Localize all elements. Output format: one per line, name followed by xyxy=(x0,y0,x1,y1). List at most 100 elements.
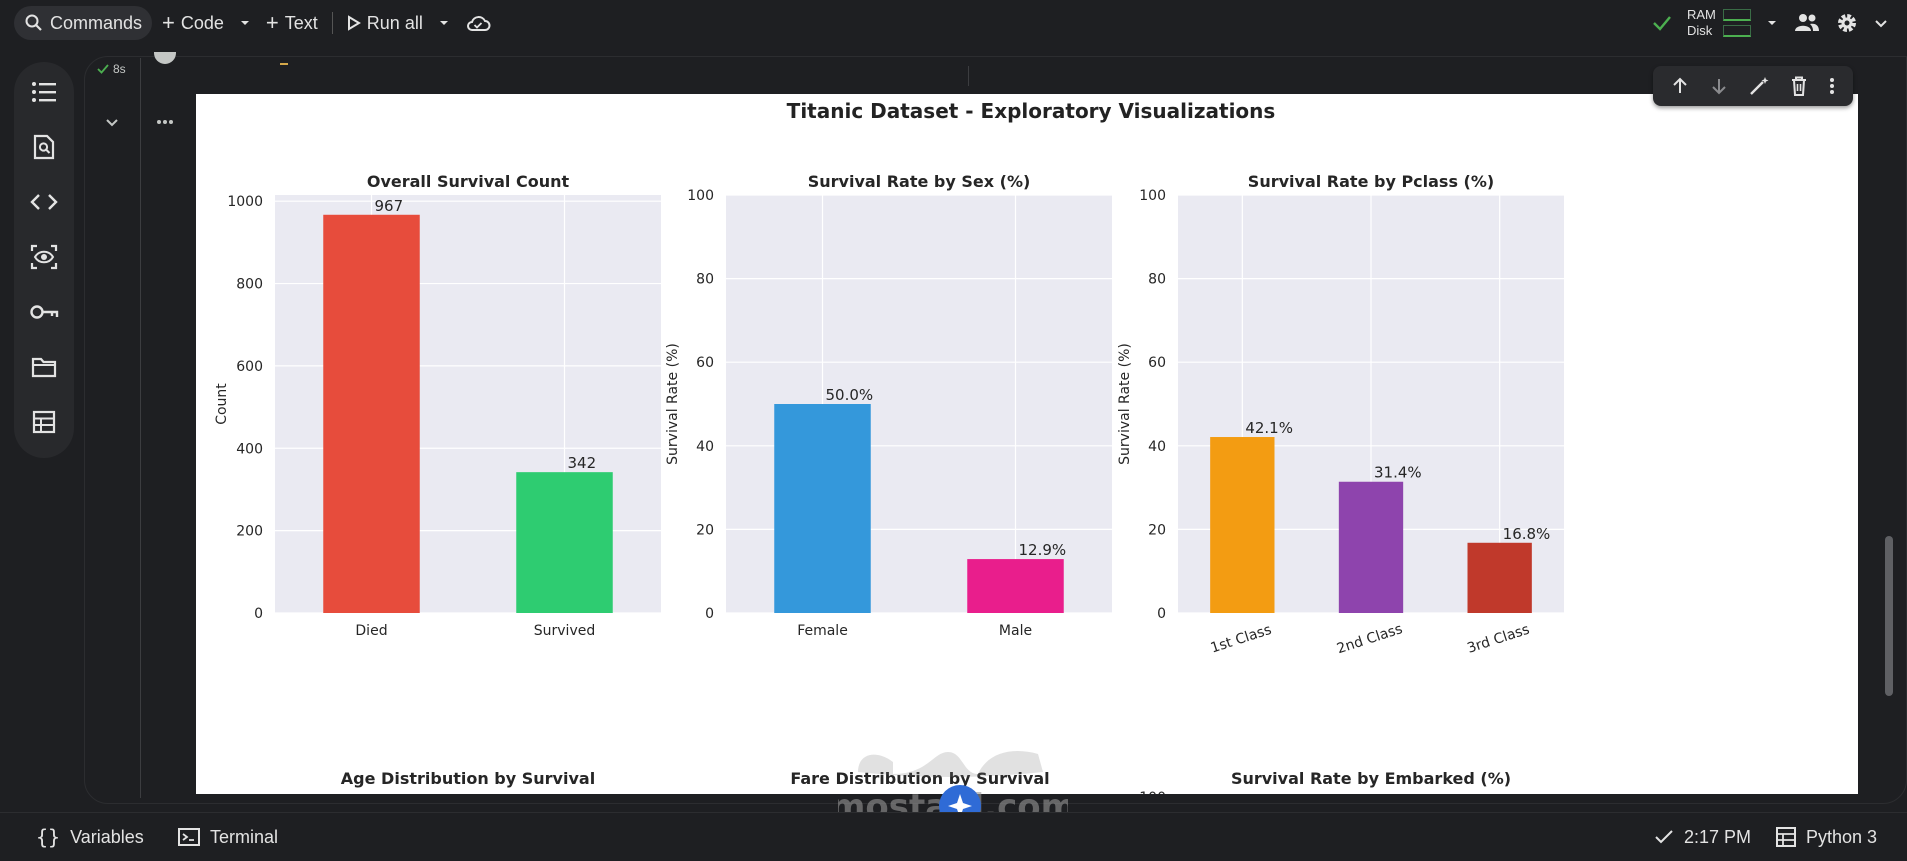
scrollbar-thumb[interactable] xyxy=(1885,536,1893,696)
resource-monitor[interactable]: RAM Disk xyxy=(1687,7,1751,39)
y-tick-label: 600 xyxy=(236,359,263,375)
y-tick-label: 40 xyxy=(696,439,714,455)
notebook-scrollbar[interactable] xyxy=(1882,56,1894,796)
chart-axes-2: 0 20 40 60 80 100 50.0% Female 12.9% Male Survival… xyxy=(665,172,1112,639)
bar-value-label: 42.1% xyxy=(1245,419,1293,437)
bar-value-label: 31.4% xyxy=(1374,464,1422,482)
edit-wand-icon[interactable] xyxy=(1748,75,1770,97)
variables-label: Variables xyxy=(70,826,144,847)
bar-value-label: 967 xyxy=(375,197,404,215)
search-icon xyxy=(25,14,42,31)
code-snippets-icon[interactable] xyxy=(28,186,60,218)
ram-meter xyxy=(1723,9,1751,21)
data-table-icon[interactable] xyxy=(28,406,60,438)
figure-suptitle: Titanic Dataset - Exploratory Visualizat… xyxy=(787,99,1276,123)
bar-value-label: 50.0% xyxy=(826,386,874,404)
drive-sync-button[interactable] xyxy=(455,6,501,40)
bar-value-label: 16.8% xyxy=(1503,525,1551,543)
y-tick-label: 80 xyxy=(696,272,714,288)
y-tick-label: 200 xyxy=(236,524,263,540)
check-icon xyxy=(1655,830,1673,844)
kernel-label: Python 3 xyxy=(1806,826,1878,847)
connected-check-icon xyxy=(1653,16,1671,31)
chart-title: Survival Rate by Sex (%) xyxy=(808,172,1031,191)
y-tick-label: 1000 xyxy=(227,194,263,210)
cell-header-divider xyxy=(968,66,969,86)
commands-label: Commands xyxy=(50,12,143,33)
check-icon xyxy=(97,64,109,74)
terminal-button[interactable]: Terminal xyxy=(178,827,278,848)
gear-icon[interactable] xyxy=(1835,11,1859,35)
find-in-file-icon[interactable] xyxy=(28,131,60,163)
collapse-chevron-icon[interactable] xyxy=(104,115,120,131)
variable-inspector-icon[interactable] xyxy=(28,241,60,273)
bar-died xyxy=(323,214,420,613)
status-time: 2:17 PM xyxy=(1684,826,1752,847)
y-tick-label: 100 xyxy=(1139,790,1166,794)
y-tick-label: 0 xyxy=(1157,606,1166,622)
x-tick-label: 2nd Class xyxy=(1335,621,1405,657)
bar-survived xyxy=(516,472,613,613)
commands-button[interactable]: Commands xyxy=(14,6,153,40)
files-folder-icon[interactable] xyxy=(28,351,60,383)
chevron-down-icon[interactable] xyxy=(1765,16,1779,30)
ram-label: RAM xyxy=(1687,7,1716,22)
runtime-button[interactable]: Python 3 xyxy=(1776,827,1877,848)
toolbar-divider xyxy=(331,12,333,34)
delete-trash-icon[interactable] xyxy=(1789,75,1809,97)
cell-gutter-line xyxy=(140,58,141,798)
top-toolbar: Commands + Code + Text Run all RAM Disk xyxy=(0,0,1907,46)
y-tick-label: 80 xyxy=(1148,272,1166,288)
run-all-button[interactable]: Run all xyxy=(337,6,433,40)
y-axis-label: Survival Rate (%) xyxy=(1117,343,1133,465)
share-people-icon[interactable] xyxy=(1793,12,1821,34)
y-tick-label: 100 xyxy=(1139,188,1166,204)
y-tick-label: 20 xyxy=(696,522,714,538)
y-tick-label: 0 xyxy=(705,606,714,622)
toolbar-right: RAM Disk xyxy=(1651,0,1907,46)
add-code-button[interactable]: + Code xyxy=(152,6,234,40)
last-run-status[interactable]: 2:17 PM xyxy=(1654,827,1751,848)
run-all-dropdown-button[interactable] xyxy=(433,6,455,40)
y-tick-label: 400 xyxy=(236,441,263,457)
chart-title-row2: Age Distribution by Survival xyxy=(341,769,595,788)
x-tick-label: 3rd Class xyxy=(1465,622,1531,657)
cell-header-fragment xyxy=(280,55,288,65)
y-tick-label: 20 xyxy=(1148,522,1166,538)
chart-axes-1: 0 200 400 600 800 1000 967 Died 342 Survived Overa… xyxy=(214,172,661,639)
more-dots-icon[interactable] xyxy=(155,118,175,126)
terminal-icon xyxy=(178,828,200,846)
bar-male xyxy=(967,559,1064,613)
x-tick-label: Survived xyxy=(534,623,595,639)
y-tick-label: 0 xyxy=(254,606,263,622)
terminal-label: Terminal xyxy=(210,826,279,847)
secrets-key-icon[interactable] xyxy=(28,296,60,328)
y-tick-label: 60 xyxy=(696,355,714,371)
bar-value-label: 342 xyxy=(568,454,597,472)
cloud-check-icon xyxy=(466,16,491,31)
y-tick-label: 40 xyxy=(1148,439,1166,455)
cell-status: 8s xyxy=(97,62,126,76)
plus-icon: + xyxy=(265,10,279,35)
table-of-contents-icon[interactable] xyxy=(28,76,60,108)
add-text-button[interactable]: + Text xyxy=(256,6,328,40)
move-up-icon[interactable] xyxy=(1670,76,1690,96)
code-dropdown-button[interactable] xyxy=(234,6,256,40)
bar-3rd-class xyxy=(1467,542,1532,613)
move-down-icon[interactable] xyxy=(1709,76,1729,96)
y-axis-label: Count xyxy=(214,383,230,425)
disk-meter xyxy=(1723,25,1751,37)
run-all-label: Run all xyxy=(366,12,423,33)
runtime-table-icon xyxy=(1776,827,1796,847)
braces-icon: {} xyxy=(36,825,61,849)
code-label: Code xyxy=(180,12,224,33)
exec-time: 8s xyxy=(113,62,126,76)
disk-label: Disk xyxy=(1687,23,1713,38)
variables-button[interactable]: {} Variables xyxy=(36,825,144,849)
chevron-down-icon[interactable] xyxy=(1873,15,1889,31)
x-tick-label: 1st Class xyxy=(1209,622,1274,657)
run-cell-button[interactable] xyxy=(154,52,176,64)
x-tick-label: Male xyxy=(999,623,1032,639)
y-tick-label: 60 xyxy=(1148,355,1166,371)
more-vert-icon[interactable] xyxy=(1828,76,1836,96)
